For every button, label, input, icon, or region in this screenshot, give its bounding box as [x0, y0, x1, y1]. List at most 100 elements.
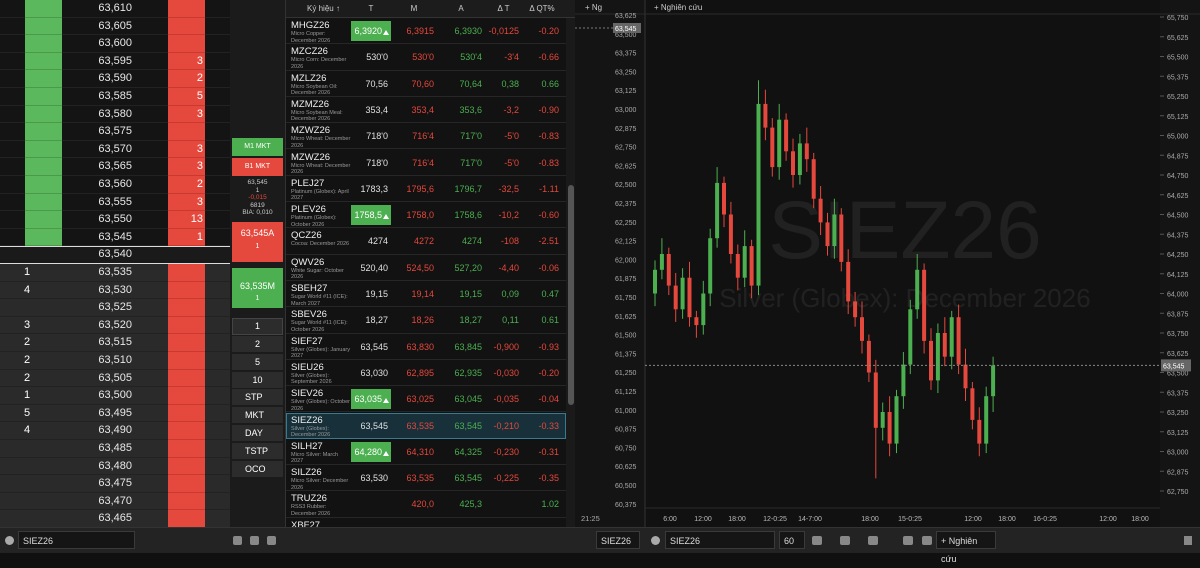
order-type-select[interactable]: OCO: [232, 461, 283, 477]
quantity-value[interactable]: 1: [254, 321, 260, 331]
ladder-price[interactable]: 63,610: [98, 2, 132, 14]
quick-qty-button[interactable]: 10: [232, 372, 283, 388]
toolbar-icon[interactable]: [840, 536, 850, 545]
toolbar-icon[interactable]: [267, 536, 276, 545]
ladder-price[interactable]: 63,535: [98, 266, 132, 278]
watchlist-row[interactable]: [286, 254, 566, 281]
ladder-price[interactable]: 63,570: [98, 142, 132, 155]
column-header[interactable]: Ký hiệu ↑: [307, 4, 340, 13]
ladder-price[interactable]: 63,555: [98, 195, 132, 208]
ask-size[interactable]: 1: [196, 230, 203, 243]
ladder-price[interactable]: 63,485: [98, 442, 132, 454]
watchlist-row[interactable]: [286, 359, 566, 387]
watchlist-row[interactable]: [286, 491, 566, 518]
ask-size[interactable]: 3: [196, 142, 203, 155]
bid-size[interactable]: 3: [24, 318, 31, 331]
toolbar-icon[interactable]: [868, 536, 878, 545]
ladder-price[interactable]: 63,530: [98, 283, 132, 296]
column-header[interactable]: M: [410, 4, 418, 13]
order-type-select[interactable]: MKT: [232, 407, 283, 423]
ask-size[interactable]: 3: [196, 160, 203, 173]
ladder-price[interactable]: 63,605: [98, 19, 132, 32]
watchlist-row[interactable]: [286, 412, 566, 439]
watchlist-row[interactable]: [286, 96, 566, 124]
ladder-price[interactable]: 63,465: [98, 512, 132, 525]
ladder-price[interactable]: 63,510: [98, 354, 132, 366]
bid-size[interactable]: 5: [24, 406, 31, 419]
ask-size[interactable]: 13: [190, 213, 203, 226]
ask-size[interactable]: 3: [196, 54, 203, 67]
info-icon[interactable]: [651, 536, 660, 545]
watchlist-row[interactable]: [286, 202, 566, 229]
bid-size[interactable]: 2: [24, 354, 31, 366]
bid-size[interactable]: 2: [24, 336, 31, 349]
ask-size[interactable]: 2: [196, 178, 203, 190]
ladder-price[interactable]: 63,505: [98, 371, 132, 384]
symbol-input[interactable]: SIEZ26: [596, 531, 640, 549]
ladder-price[interactable]: 63,520: [98, 318, 132, 331]
bid-size[interactable]: 1: [24, 266, 31, 278]
ladder-price[interactable]: 63,560: [98, 178, 132, 190]
watchlist-row[interactable]: [286, 70, 566, 97]
scrollbar-thumb[interactable]: [568, 185, 574, 405]
sell-market-button[interactable]: M1 MKT: [232, 138, 283, 156]
bid-size[interactable]: 4: [24, 424, 31, 437]
ladder-price[interactable]: 63,575: [98, 125, 132, 138]
ladder-price[interactable]: 63,480: [98, 459, 132, 472]
ladder-price[interactable]: 63,545: [98, 230, 132, 243]
ladder-price[interactable]: 63,495: [98, 406, 132, 419]
bid-size[interactable]: 1: [24, 389, 31, 402]
bid-size[interactable]: 4: [24, 283, 31, 296]
watchlist-row[interactable]: [286, 228, 566, 255]
ask-button[interactable]: [232, 222, 283, 262]
ask-size[interactable]: 3: [196, 195, 203, 208]
quick-qty-button[interactable]: 2: [232, 336, 283, 352]
ask-button-price[interactable]: 63,545A: [240, 228, 275, 238]
bid-button[interactable]: [232, 268, 283, 308]
ladder-price[interactable]: 63,490: [98, 424, 132, 437]
symbol-input[interactable]: SIEZ26: [18, 531, 135, 549]
bid-button-qty[interactable]: 1: [255, 295, 260, 302]
ask-button-qty[interactable]: 1: [255, 243, 260, 250]
ladder-price[interactable]: 63,470: [98, 494, 132, 507]
watchlist-row[interactable]: [286, 175, 566, 203]
order-type-select[interactable]: DAY: [232, 425, 283, 441]
ladder-price[interactable]: 63,565: [98, 160, 132, 173]
toolbar-icon[interactable]: [922, 536, 932, 545]
order-type-select[interactable]: STP: [232, 389, 283, 405]
toolbar-icon[interactable]: [250, 536, 259, 545]
ladder-price[interactable]: 63,580: [98, 107, 132, 120]
ladder-price[interactable]: 63,595: [98, 54, 132, 67]
watchlist-row[interactable]: [286, 438, 566, 466]
watchlist-row[interactable]: [286, 149, 566, 176]
ladder-price[interactable]: 63,590: [98, 72, 132, 85]
watchlist-row[interactable]: [286, 386, 566, 413]
ladder-price[interactable]: 63,515: [98, 336, 132, 349]
info-icon[interactable]: [5, 536, 14, 545]
watchlist-row[interactable]: [286, 18, 566, 45]
column-header[interactable]: A: [458, 4, 464, 13]
watchlist-row[interactable]: [286, 307, 566, 334]
study-button[interactable]: + Nghiên cứu: [936, 531, 996, 564]
watchlist-row[interactable]: [286, 517, 566, 527]
toolbar-icon[interactable]: [812, 536, 822, 545]
column-header[interactable]: T: [368, 4, 374, 13]
watchlist-row[interactable]: [286, 281, 566, 308]
bid-size[interactable]: 2: [24, 371, 31, 384]
toolbar-icon[interactable]: [903, 536, 913, 545]
buy-market-button[interactable]: B1 MKT: [232, 158, 283, 176]
ladder-price[interactable]: 63,600: [98, 37, 132, 50]
ask-size[interactable]: 5: [196, 90, 203, 102]
ladder-price[interactable]: 63,540: [98, 248, 132, 261]
ladder-price[interactable]: 63,525: [98, 301, 132, 314]
watchlist-row[interactable]: [286, 465, 566, 492]
quick-qty-button[interactable]: 5: [232, 354, 283, 370]
watchlist-row[interactable]: [286, 333, 566, 360]
symbol-input[interactable]: SIEZ26: [665, 531, 775, 549]
toolbar-icon[interactable]: [233, 536, 242, 545]
order-type-select[interactable]: TSTP: [232, 443, 283, 459]
ask-size[interactable]: 3: [196, 107, 203, 120]
ladder-price[interactable]: 63,585: [98, 90, 132, 102]
quantity-box[interactable]: [232, 318, 283, 335]
ladder-price[interactable]: 63,475: [98, 477, 132, 490]
